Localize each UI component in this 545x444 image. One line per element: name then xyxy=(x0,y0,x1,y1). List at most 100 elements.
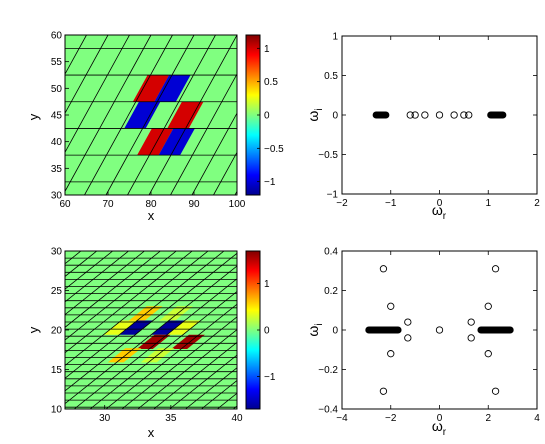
lattice-line xyxy=(65,35,130,154)
heatmap-cell xyxy=(107,348,142,363)
spectrum-point xyxy=(484,350,492,358)
spectrum-point xyxy=(379,265,388,273)
colorbar-tick-label: −1 xyxy=(264,177,276,188)
y-tick-label: 0 xyxy=(332,111,338,122)
lattice-line xyxy=(191,112,237,195)
spectrum-point xyxy=(460,111,468,119)
heatmap-cell xyxy=(151,320,186,335)
colorbar-tick-label: 0.5 xyxy=(264,77,278,88)
heatmap-cell xyxy=(119,320,154,335)
spectrum-point xyxy=(379,387,388,395)
y-tick-label: 60 xyxy=(51,31,63,42)
colorbar-tick-label: 1 xyxy=(264,44,270,55)
y-tick-label: 10 xyxy=(51,405,63,416)
axis-ticks: 30 35 40 10 15 20 25 30 xyxy=(51,247,243,425)
heatmap-cell xyxy=(103,320,138,335)
lattice-line xyxy=(84,35,173,195)
lattice-line xyxy=(170,73,237,195)
y-tick-label: 0.5 xyxy=(324,71,338,82)
y-tick-label: 15 xyxy=(51,365,63,376)
heatmap-cell xyxy=(124,101,161,129)
spectrum-point xyxy=(406,111,414,119)
x-axis-label: x xyxy=(148,208,155,223)
colorbar-tick-label: 0 xyxy=(264,111,270,122)
lattice-line xyxy=(65,251,193,354)
lattice-line xyxy=(65,251,225,379)
x-tick-label: 60 xyxy=(59,199,71,210)
y-tick-label: 55 xyxy=(51,57,63,68)
dense-band xyxy=(365,326,402,334)
x-tick-label: 90 xyxy=(188,199,200,210)
colorbar-tick-label: −0.5 xyxy=(264,144,284,155)
heatmap-cell xyxy=(159,306,193,321)
lattice-line xyxy=(65,35,109,115)
colorbar-tick-label: 0 xyxy=(264,326,270,337)
spectrum-point xyxy=(484,302,492,310)
y-tick-label: −0.2 xyxy=(318,365,338,376)
colorbar-tick-label: 1 xyxy=(264,279,270,290)
y-tick-label: −1 xyxy=(327,190,339,201)
y-axis-label: y xyxy=(26,113,41,120)
axes-frame xyxy=(341,35,538,195)
x-axis-label: ωr xyxy=(432,418,447,438)
lattice-line xyxy=(65,251,161,328)
x-tick-label: 70 xyxy=(102,199,114,210)
colorbar-tick-label: −1 xyxy=(264,372,276,383)
lattice-line xyxy=(65,251,209,366)
heatmap-cell xyxy=(154,74,191,102)
x-tick-label: 1 xyxy=(485,198,491,209)
lattice-line xyxy=(65,35,152,193)
x-tick-label: 40 xyxy=(231,413,243,424)
spectrum-point xyxy=(491,265,500,273)
dense-band xyxy=(487,111,507,119)
y-tick-label: −0.4 xyxy=(318,405,338,416)
axis-ticks: 60 70 80 90 100 30 35 40 45 50 55 60 xyxy=(51,31,246,211)
x-axis-label: x xyxy=(148,425,155,440)
heatmap-cell xyxy=(132,74,170,102)
y-tick-label: 30 xyxy=(51,247,63,258)
heatmap-cell xyxy=(167,101,204,129)
spectrum-point xyxy=(435,326,444,334)
heatmap-cells xyxy=(124,74,204,156)
x-tick-label: −1 xyxy=(385,198,397,209)
lattice-line xyxy=(89,290,237,409)
heatmap-cell xyxy=(135,320,170,335)
spectrum-point xyxy=(421,111,429,119)
heatmap-cell xyxy=(137,128,174,156)
colorbar-ticks: 1 0 −1 xyxy=(257,279,276,383)
y-tick-label: 30 xyxy=(51,191,63,202)
y-tick-label: 50 xyxy=(51,84,63,95)
spectrum-point xyxy=(387,302,395,310)
lattice-line xyxy=(65,251,113,290)
x-tick-label: 0 xyxy=(437,413,443,424)
lattice-line xyxy=(257,35,345,195)
dense-bands xyxy=(372,111,507,119)
y-tick-label: 0 xyxy=(332,326,338,337)
y-axis-label: y xyxy=(26,326,41,333)
y-tick-label: 1 xyxy=(332,32,338,43)
y-tick-label: 0.4 xyxy=(324,247,338,258)
lattice-lines xyxy=(65,35,345,195)
heatmap-cell xyxy=(167,320,201,335)
spectrum-point xyxy=(435,111,444,119)
x-tick-label: 2 xyxy=(485,413,491,424)
bottom-spectrum-panel: −4 −2 0 2 4 0.4 0.2 0 −0.2 −0.4 ωr ωi xyxy=(305,247,540,439)
colorbar-ticks: 1 0.5 0 −0.5 −1 xyxy=(257,44,284,188)
spectrum-point xyxy=(465,111,473,119)
lattice-line xyxy=(127,35,216,195)
spectrum-point xyxy=(467,318,475,326)
heatmap-cell xyxy=(158,128,195,156)
y-axis-label: ωi xyxy=(305,323,325,336)
heatmap-cell xyxy=(145,101,182,129)
lattice-line xyxy=(65,252,237,392)
x-axis-label: ωr xyxy=(432,202,447,222)
y-tick-label: 45 xyxy=(51,111,63,122)
lattice-line xyxy=(169,354,237,409)
spectrum-point xyxy=(450,111,458,119)
y-tick-label: 35 xyxy=(51,164,63,175)
lattice-line xyxy=(185,367,237,409)
spectrum-point xyxy=(404,334,412,342)
x-tick-label: 2 xyxy=(534,198,540,209)
lattice-line xyxy=(65,251,145,316)
